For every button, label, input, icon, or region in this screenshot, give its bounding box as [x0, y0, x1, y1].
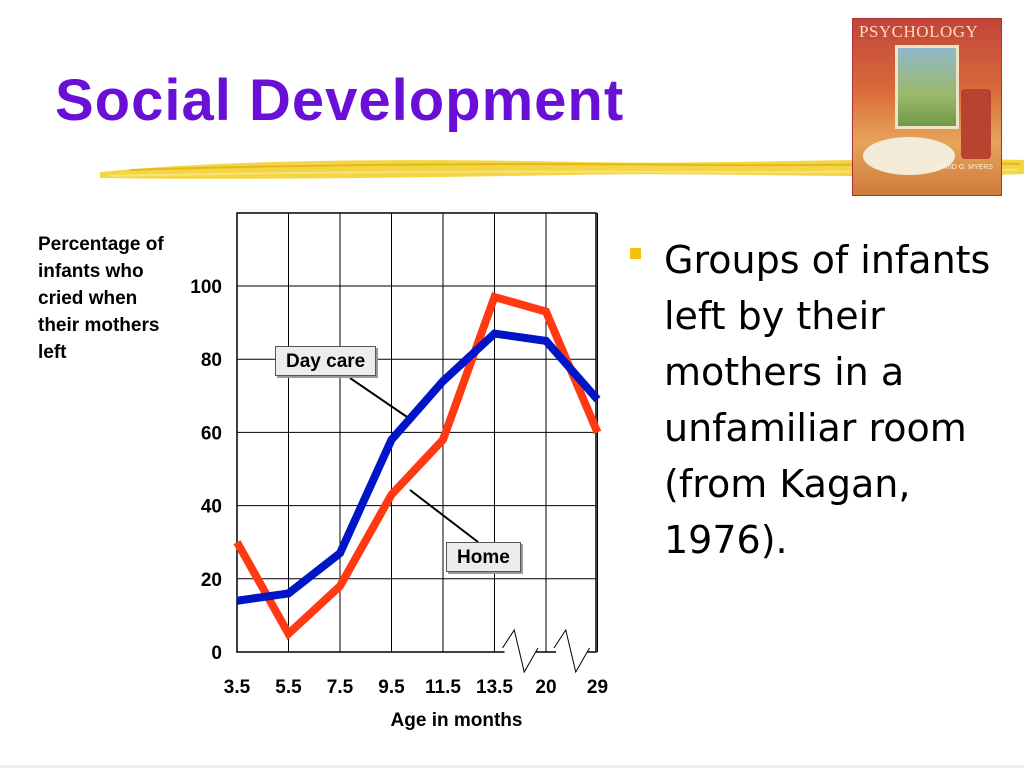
book-cover-window-illustration: [895, 45, 959, 129]
psychology-book-cover: PSYCHOLOGY DAVID G. MYERS: [852, 18, 1002, 196]
axis-break-gap: [504, 628, 536, 656]
series-line-home: [233, 292, 602, 641]
callout-leader-home: [409, 489, 479, 543]
x-tick-label: 9.5: [378, 677, 405, 698]
callout-leader-day-care: [349, 377, 411, 420]
bullet-point: Groups of infants left by their mothers …: [626, 232, 1006, 568]
x-tick-label: 3.5: [224, 677, 251, 698]
x-axis-label: Age in months: [391, 710, 523, 731]
x-tick-label: 13.5: [476, 677, 513, 698]
y-tick-label: 20: [201, 570, 222, 591]
legend-callout-day-care: Day care: [275, 346, 377, 376]
legend-callout-home: Home: [446, 542, 521, 572]
axis-break-zigzag: [502, 628, 539, 674]
chart-y-axis-label: Percentage of infants who cried when the…: [38, 234, 164, 363]
y-tick-label: 100: [190, 277, 222, 298]
y-tick-label: 60: [201, 423, 222, 444]
series-line-day-care: [236, 329, 601, 605]
bullet-text: Groups of infants left by their mothers …: [664, 238, 991, 562]
x-tick-label: 20: [535, 677, 556, 698]
x-tick-label: 7.5: [327, 677, 354, 698]
y-tick-label: 80: [201, 350, 222, 371]
page-title: Social Development: [55, 68, 625, 133]
book-cover-chair-illustration: [961, 89, 991, 159]
axis-break-gap: [556, 628, 588, 656]
book-cover-table-illustration: [863, 137, 955, 175]
axis-break-zigzag: [553, 628, 590, 674]
y-tick-label: 40: [201, 497, 222, 518]
square-bullet-icon: [630, 248, 641, 259]
book-cover-author: DAVID G. MYERS: [935, 164, 993, 171]
x-tick-label: 5.5: [275, 677, 302, 698]
x-tick-label: 29: [587, 677, 608, 698]
x-tick-label: 11.5: [425, 677, 461, 698]
slide-bottom-rule: [0, 765, 1024, 768]
y-tick-label: 0: [211, 643, 222, 664]
book-cover-title: PSYCHOLOGY: [859, 22, 979, 41]
